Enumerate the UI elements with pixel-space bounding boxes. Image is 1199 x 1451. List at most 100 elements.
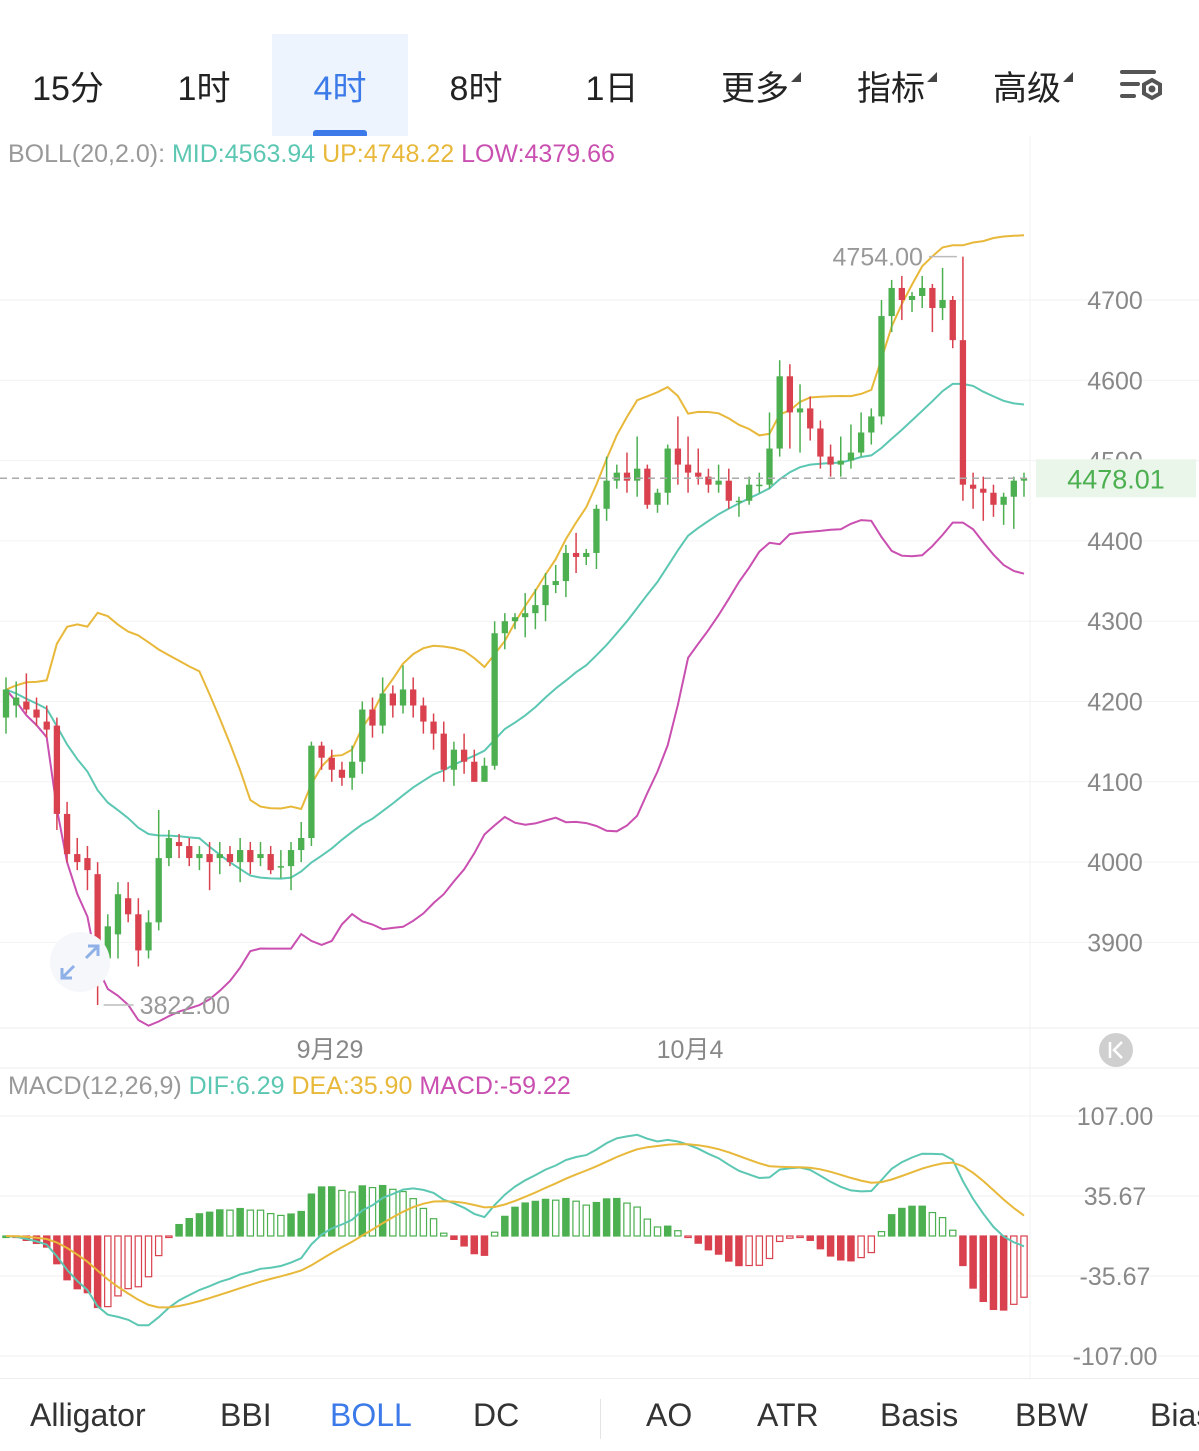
tab-1h[interactable]: 1时 (177, 69, 231, 108)
candle-body (328, 757, 335, 770)
macd-bar (541, 1198, 550, 1237)
candle-body (705, 476, 712, 485)
candle-body (389, 693, 396, 706)
macd-bar (114, 1235, 122, 1297)
macd-dea-value: DEA:35.90 (291, 1072, 413, 1100)
macd-bar (816, 1235, 825, 1250)
candle-body (878, 316, 885, 417)
tab-8h[interactable]: 8时 (449, 69, 503, 108)
tab-bbi[interactable]: BBI (220, 1397, 272, 1433)
candle-body (236, 850, 244, 863)
candle-body (817, 428, 824, 457)
candlestick (420, 697, 427, 734)
candlestick (277, 850, 285, 879)
tab-bbw[interactable]: BBW (1015, 1397, 1088, 1433)
candlestick (379, 677, 386, 734)
tab-atr[interactable]: ATR (757, 1397, 819, 1433)
candle-body (613, 472, 620, 481)
macd-bar (602, 1198, 611, 1237)
indicator-tabs: Alligator BBI BOLL DC AO ATR Basis BBW B… (0, 1378, 1199, 1451)
macd-bar (806, 1235, 814, 1241)
candlestick (369, 697, 376, 738)
candle-body (756, 484, 763, 487)
macd-bar (226, 1209, 234, 1237)
macd-bar (786, 1235, 794, 1239)
macd-bar (1020, 1235, 1028, 1298)
macd-bar (796, 1235, 804, 1239)
candle-body (980, 488, 987, 493)
macd-bar (938, 1217, 947, 1237)
candle-body (796, 408, 804, 413)
macd-bar (582, 1204, 591, 1237)
boll-name: BOLL(20,2.0): (8, 140, 166, 168)
candlestick (440, 721, 447, 782)
macd-bar (663, 1225, 672, 1237)
candle-body (837, 460, 844, 465)
tab-alligator[interactable]: Alligator (30, 1397, 146, 1433)
candle-body (216, 854, 223, 859)
candle-body (338, 769, 346, 778)
candlestick (593, 504, 600, 570)
macd-bar (439, 1232, 448, 1237)
price-chart[interactable]: 470046004500440043004200410040003900 447… (0, 136, 1199, 1378)
tab-basis[interactable]: Basis (880, 1397, 959, 1433)
macd-bar (490, 1231, 499, 1237)
candlestick (796, 384, 804, 453)
indicators-dropdown[interactable]: 指标 (836, 34, 946, 136)
candle-body (287, 850, 295, 867)
candlestick (888, 279, 895, 333)
macd-histogram (2, 1184, 1028, 1311)
candlestick (175, 833, 183, 859)
tab-ao[interactable]: AO (646, 1397, 693, 1433)
candlestick (135, 898, 142, 967)
candlestick (878, 300, 885, 425)
macd-bar (480, 1235, 489, 1256)
candle-body (471, 761, 478, 782)
macd-bar (572, 1200, 580, 1237)
macd-bar (236, 1207, 244, 1237)
macd-bar (643, 1218, 652, 1237)
macd-bar (348, 1191, 356, 1237)
tab-4h[interactable]: 4时 (272, 34, 408, 136)
macd-bar (857, 1235, 865, 1259)
macd-bar (470, 1235, 479, 1255)
macd-bar (42, 1235, 51, 1248)
macd-bar (216, 1209, 224, 1237)
tab-boll[interactable]: BOLL (330, 1397, 412, 1433)
macd-bar (73, 1235, 82, 1290)
candlestick (74, 838, 81, 871)
candle-body (379, 693, 386, 726)
macd-dif-value: DIF:6.29 (188, 1072, 285, 1100)
candle-body (888, 287, 895, 317)
active-tab-indicator (313, 130, 367, 136)
macd-name: MACD(12,26,9) (8, 1072, 182, 1100)
candle-body (776, 376, 783, 449)
candle-body (94, 874, 101, 959)
price-tick-label: 4000 (1087, 849, 1143, 877)
candle-body (674, 448, 682, 465)
candle-body (104, 926, 111, 959)
macd-bar (134, 1235, 143, 1288)
price-tick-label: 4600 (1087, 367, 1143, 395)
tab-bias[interactable]: Bias (1150, 1397, 1199, 1433)
chart-settings-button[interactable] (1112, 62, 1172, 112)
candle-body (654, 492, 661, 505)
candlestick (980, 476, 987, 521)
tab-15min[interactable]: 15分 (32, 69, 104, 108)
macd-bar (592, 1201, 601, 1237)
macd-bar (297, 1210, 305, 1237)
candle-body (491, 633, 498, 766)
candlestick (837, 436, 844, 477)
candlestick (267, 846, 274, 875)
advanced-dropdown[interactable]: 高级 (972, 34, 1082, 136)
macd-value: MACD:-59.22 (419, 1072, 571, 1100)
candle-body (125, 898, 132, 915)
macd-bar (450, 1235, 458, 1241)
candlestick (33, 697, 40, 726)
candle-body (23, 701, 30, 710)
tab-1d[interactable]: 1日 (585, 69, 639, 108)
macd-bar (277, 1214, 285, 1237)
boll-low-value: LOW:4379.66 (461, 140, 615, 168)
more-dropdown[interactable]: 更多 (700, 34, 810, 136)
tab-dc[interactable]: DC (473, 1397, 520, 1433)
